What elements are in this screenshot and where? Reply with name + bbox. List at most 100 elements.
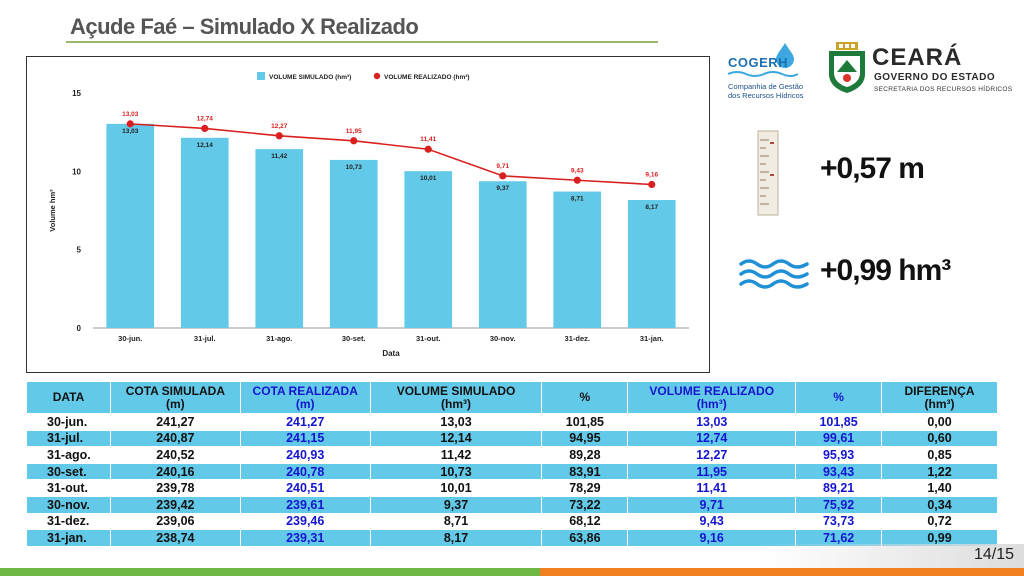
table-cell: 12,74 — [627, 429, 797, 448]
y-tick-label: 0 — [77, 324, 82, 333]
table-cell: 10,73 — [369, 462, 543, 481]
table-cell: 75,92 — [795, 495, 883, 514]
table-header-unit: (hm³) — [696, 396, 727, 411]
table-cell: 12,27 — [627, 446, 797, 464]
bar-data-label: 11,42 — [271, 153, 287, 160]
table-header-cell: VOLUME REALIZADO (hm³) — [627, 381, 797, 414]
table-cell: 9,43 — [627, 512, 797, 531]
table-cell: 11,42 — [369, 446, 543, 464]
table-header-row: DATA COTA SIMULADA (m) COTA REALIZADA (m) VOL… — [26, 381, 998, 414]
table-header-label: COTA REALIZADA — [252, 383, 358, 398]
table-header-unit: (m) — [166, 396, 185, 411]
legend-swatch-simulado — [257, 72, 265, 80]
table-cell: 78,29 — [541, 479, 629, 497]
table-cell: 8,17 — [369, 529, 543, 547]
table-cell: 30-nov. — [26, 495, 111, 514]
legend-marker-realizado — [373, 72, 381, 80]
table-cell: 241,27 — [109, 413, 241, 431]
table-header-cell: COTA SIMULADA (m) — [109, 381, 241, 414]
cogerh-subtitle-line1: Companhia de Gestão — [728, 82, 804, 91]
footer-gradient — [760, 544, 1024, 568]
table-cell: 101,85 — [795, 413, 883, 431]
table-cell: 239,78 — [109, 479, 241, 497]
table-cell: 10,01 — [369, 479, 543, 497]
footer-orange-stripe — [540, 568, 1024, 576]
table-body: 30-jun. 241,27 241,27 13,03 101,85 13,03 101,8… — [26, 413, 998, 547]
point-realizado — [201, 124, 209, 133]
table-cell: 68,12 — [541, 512, 629, 531]
table-row: 31-jul. 240,87 241,15 12,14 94,95 12,74 99,61 0… — [26, 429, 998, 448]
x-tick-label: 31-ago. — [266, 334, 292, 343]
table-cell: 30-jun. — [26, 413, 111, 431]
table-header-label: COTA SIMULADA — [125, 383, 226, 398]
table-header-label: VOLUME REALIZADO — [649, 383, 775, 398]
cogerh-name: COGERH — [728, 55, 789, 70]
table-cell: 73,73 — [795, 512, 883, 531]
chart-canvas: 0 5 10 15 Volume hm³ Data VOLUME SIMULADO (hm³… — [48, 72, 689, 358]
line-realizado — [130, 123, 652, 186]
y-tick-label: 5 — [77, 246, 82, 255]
table-cell: 239,06 — [109, 512, 241, 531]
point-realizado — [573, 176, 581, 184]
table-cell: 0,99 — [881, 529, 998, 547]
title-underline — [66, 41, 658, 43]
cogerh-wave-icon — [728, 71, 798, 77]
footer-green-stripe — [0, 568, 540, 576]
page-title: Açude Faé – Simulado X Realizado — [70, 14, 419, 39]
table-cell: 31-dez. — [26, 512, 111, 531]
table-header-cell: DIFERENÇA (hm³) — [881, 381, 998, 414]
point-data-label: 9,71 — [496, 163, 509, 170]
bar-data-label: 12,14 — [197, 142, 214, 149]
footer-bar — [0, 568, 1024, 576]
point-data-label: 12,27 — [271, 123, 288, 130]
table-header-label: % — [833, 390, 844, 404]
table-cell: 239,61 — [239, 495, 371, 514]
point-data-label: 13,03 — [122, 111, 139, 118]
table-cell: 94,95 — [541, 429, 629, 448]
table-header-cell: % — [795, 381, 883, 414]
level-delta-value: +0,57 m — [820, 152, 925, 185]
bar-simulado — [478, 181, 527, 328]
table-cell: 71,62 — [795, 529, 883, 547]
table-header-unit: (hm³) — [924, 396, 955, 411]
bar-data-label: 8,17 — [645, 204, 658, 211]
bar-data-label: 8,71 — [571, 196, 584, 203]
x-tick-label: 30-set. — [342, 334, 366, 343]
bar-data-label: 13,03 — [122, 128, 139, 135]
bar-data-label: 10,01 — [420, 175, 437, 182]
table-cell: 13,03 — [369, 413, 543, 431]
bar-simulado — [255, 149, 304, 328]
table-header-unit: (hm³) — [441, 396, 472, 411]
table-cell: 240,16 — [109, 462, 241, 481]
table-row: 31-dez. 239,06 239,46 8,71 68,12 9,43 73,73 0,7… — [26, 512, 998, 531]
bar-simulado — [553, 191, 602, 328]
table-cell: 240,52 — [109, 446, 241, 464]
point-realizado — [350, 137, 358, 145]
table-cell: 11,41 — [627, 479, 797, 497]
water-waves-icon — [739, 259, 809, 289]
water-gauge-icon — [757, 130, 779, 216]
table-row: 31-out. 239,78 240,51 10,01 78,29 11,41 89,21 1… — [26, 479, 998, 497]
table-cell: 31-jan. — [26, 529, 111, 547]
table-cell: 31-ago. — [26, 446, 111, 464]
table-cell: 83,91 — [541, 462, 629, 481]
table-header-unit: (m) — [295, 396, 315, 411]
table-row: 31-ago. 240,52 240,93 11,42 89,28 12,27 95,93 0… — [26, 446, 998, 464]
table-cell: 1,22 — [881, 462, 998, 481]
legend-label-realizado: VOLUME REALIZADO (hm³) — [384, 74, 470, 81]
bar-simulado — [180, 137, 229, 328]
water-drop-icon — [776, 43, 794, 68]
table-cell: 239,42 — [109, 495, 241, 514]
point-data-label: 11,41 — [420, 136, 436, 143]
table-cell: 241,27 — [239, 413, 371, 431]
table-cell: 240,78 — [239, 462, 371, 481]
table-header-label: VOLUME SIMULADO — [396, 383, 516, 398]
table-cell: 238,74 — [109, 529, 241, 547]
table-row: 30-jun. 241,27 241,27 13,03 101,85 13,03 101,8… — [26, 413, 998, 431]
point-data-label: 9,43 — [571, 167, 584, 174]
table-cell: 93,43 — [795, 462, 883, 481]
table-cell: 9,16 — [627, 529, 797, 547]
table-cell: 99,61 — [795, 429, 883, 448]
bar-simulado — [329, 159, 378, 328]
table-header-cell: COTA REALIZADA (m) — [239, 381, 371, 414]
